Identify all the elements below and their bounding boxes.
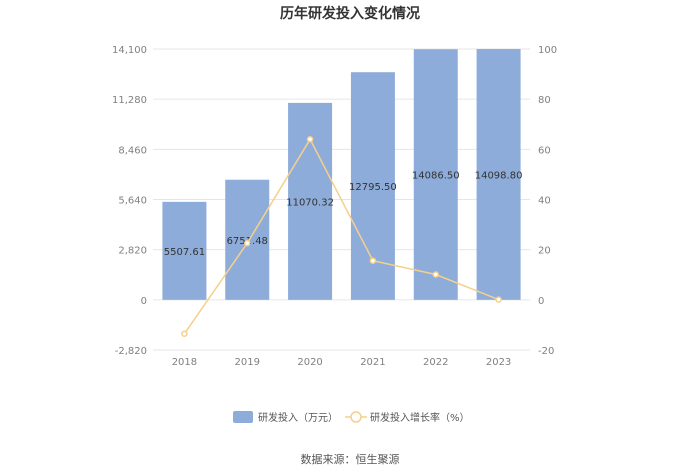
growth-rate-point [181,330,188,337]
right-tick-label: -20 [538,346,554,357]
x-tick-label: 2020 [297,357,322,368]
left-tick-label: 2,820 [118,246,147,257]
growth-rate-point [369,257,377,264]
bar-value-label: 14086.50 [412,171,460,182]
legend-label-line: 研发投入增长率（%） [370,411,470,424]
bar [288,102,333,300]
line-series [181,136,502,337]
legend: 研发投入（万元） 研发投入增长率（%） [233,411,470,424]
chart-title: 历年研发投入变化情况 [280,5,420,22]
bar-data-labels: 5507.616751.4811070.3212795.5014086.5014… [164,170,523,257]
x-tick-label: 2023 [486,357,511,368]
bar-value-label: 14098.80 [475,170,523,181]
growth-rate-line [183,137,499,335]
right-axis: 100 80 60 40 20 0 -20 [538,45,557,357]
growth-rate-point [306,136,314,143]
legend-label-bar: 研发投入（万元） [258,411,338,424]
bar-value-label: 12795.50 [349,182,397,193]
x-tick-label: 2021 [360,357,385,368]
right-tick-label: 100 [538,45,557,56]
legend-swatch-marker [350,411,362,423]
bar-value-label: 5507.61 [164,247,205,258]
x-axis: 2018 2019 2020 2021 2022 2023 [172,357,512,368]
right-tick-label: 0 [538,296,544,307]
left-axis: 14,100 11,280 8,460 5,640 2,820 0 -2,820 [112,45,147,357]
right-tick-label: 40 [538,196,551,207]
growth-rate-point [244,239,251,247]
bar [162,201,207,300]
legend-item-line[interactable]: 研发投入增长率（%） [345,411,470,424]
left-tick-label: -2,820 [115,346,147,357]
legend-swatch-bar [233,411,253,423]
source-note: 数据来源：恒生聚源 [301,452,400,466]
x-tick-label: 2022 [423,357,448,368]
right-tick-label: 80 [538,95,551,106]
bar [413,49,458,300]
left-tick-label: 0 [141,296,147,307]
x-tick-label: 2018 [172,357,197,368]
left-tick-label: 8,460 [118,145,147,156]
bar [476,49,521,300]
growth-rate-point [495,296,502,303]
right-tick-label: 60 [538,145,551,156]
bar [225,179,270,300]
left-tick-label: 14,100 [112,45,147,56]
left-tick-label: 11,280 [112,95,147,106]
growth-rate-point [432,271,439,278]
x-tick-label: 2019 [235,357,260,368]
right-tick-label: 20 [538,246,551,257]
bar-series [162,49,521,300]
legend-item-bar[interactable]: 研发投入（万元） [233,411,338,424]
gridlines [153,48,530,351]
left-tick-label: 5,640 [118,196,147,207]
bar-value-label: 11070.32 [286,197,334,208]
